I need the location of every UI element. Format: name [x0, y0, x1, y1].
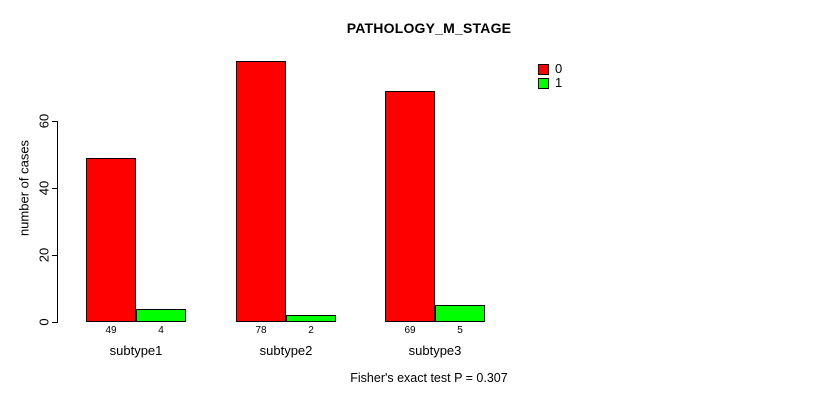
- legend-row: 0: [538, 62, 562, 76]
- bar-value-label: 2: [308, 325, 314, 336]
- legend-swatch-0: [538, 63, 549, 75]
- bar-subtype2-group-1: [286, 315, 336, 322]
- bar-value-label: 49: [105, 325, 117, 336]
- y-axis-tick: [52, 255, 57, 256]
- bar-value-label: 4: [158, 325, 164, 336]
- bar-subtype1-group-1: [136, 309, 186, 322]
- bar-subtype1-group-0: [86, 158, 136, 322]
- y-tick-label: 40: [36, 180, 52, 196]
- y-axis-tick: [52, 322, 57, 323]
- category-label-subtype2: subtype2: [259, 343, 313, 358]
- y-axis-tick: [52, 188, 57, 189]
- chart-title: PATHOLOGY_M_STAGE: [346, 20, 512, 36]
- y-tick-label: 60: [36, 113, 52, 129]
- category-label-subtype1: subtype1: [109, 343, 163, 358]
- y-tick-label: 0: [36, 318, 52, 326]
- bar-value-label: 78: [255, 325, 267, 336]
- legend-label: 1: [555, 75, 563, 90]
- bar-value-label: 5: [457, 325, 463, 336]
- bar-value-label: 69: [404, 325, 416, 336]
- bar-subtype3-group-0: [385, 91, 435, 322]
- y-axis-tick: [52, 121, 57, 122]
- category-label-subtype3: subtype3: [408, 343, 462, 358]
- bar-subtype2-group-0: [236, 61, 286, 322]
- y-axis-label: number of cases: [16, 139, 32, 237]
- legend-row: 1: [538, 76, 562, 90]
- y-axis-line: [57, 121, 58, 323]
- legend-swatch-1: [538, 77, 549, 89]
- bar-subtype3-group-1: [435, 305, 485, 322]
- fisher-test-annotation: Fisher's exact test P = 0.307: [350, 371, 508, 385]
- y-tick-label: 20: [36, 247, 52, 263]
- legend-label: 0: [555, 61, 563, 76]
